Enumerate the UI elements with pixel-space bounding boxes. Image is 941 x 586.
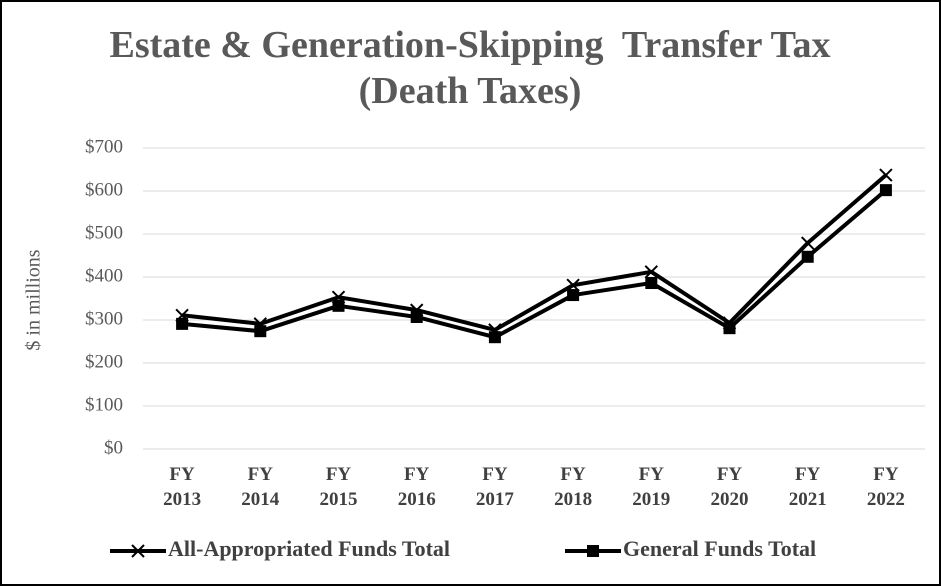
y-tick-label: $0 bbox=[104, 437, 123, 458]
x-tick-label: FY 2014 bbox=[241, 464, 280, 510]
y-tick-label: $600 bbox=[85, 179, 123, 200]
y-tick-label: $200 bbox=[85, 351, 123, 372]
marker bbox=[176, 317, 189, 330]
legend-label: All-Appropriated Funds Total bbox=[168, 536, 450, 561]
series-line bbox=[181, 188, 888, 340]
y-tick-label: $500 bbox=[85, 222, 123, 243]
x-tick-label: FY 2013 bbox=[163, 464, 202, 510]
x-tick-label: FY 2021 bbox=[788, 464, 827, 510]
marker bbox=[332, 299, 345, 312]
x-tick-label: FY 2022 bbox=[866, 464, 905, 510]
x-tick-label: FY 2017 bbox=[475, 464, 514, 510]
legend-marker bbox=[587, 545, 599, 557]
x-tick-label: FY 2018 bbox=[554, 464, 593, 510]
marker bbox=[801, 250, 814, 263]
marker bbox=[644, 265, 659, 279]
x-tick-label: FY 2016 bbox=[397, 464, 436, 510]
y-axis-label: $ in millions bbox=[23, 249, 45, 350]
y-tick-label: $100 bbox=[85, 394, 123, 415]
marker bbox=[879, 168, 893, 182]
x-tick-label: FY 2020 bbox=[710, 464, 749, 510]
marker bbox=[488, 331, 501, 344]
y-tick-label: $400 bbox=[85, 265, 123, 286]
x-tick-label: FY 2019 bbox=[632, 464, 671, 510]
marker bbox=[410, 310, 423, 323]
y-tick-label: $700 bbox=[85, 136, 123, 157]
legend-marker bbox=[131, 544, 145, 558]
marker bbox=[645, 277, 658, 290]
legend-label: General Funds Total bbox=[623, 536, 816, 561]
y-tick-label: $300 bbox=[85, 308, 123, 329]
chart-title: Estate & Generation-Skipping Transfer Ta… bbox=[109, 24, 841, 112]
series-line bbox=[181, 173, 888, 332]
marker bbox=[723, 322, 736, 335]
marker bbox=[254, 325, 267, 338]
marker bbox=[567, 289, 580, 302]
marker bbox=[879, 184, 892, 197]
x-tick-label: FY 2015 bbox=[319, 464, 358, 510]
marker bbox=[800, 236, 815, 250]
